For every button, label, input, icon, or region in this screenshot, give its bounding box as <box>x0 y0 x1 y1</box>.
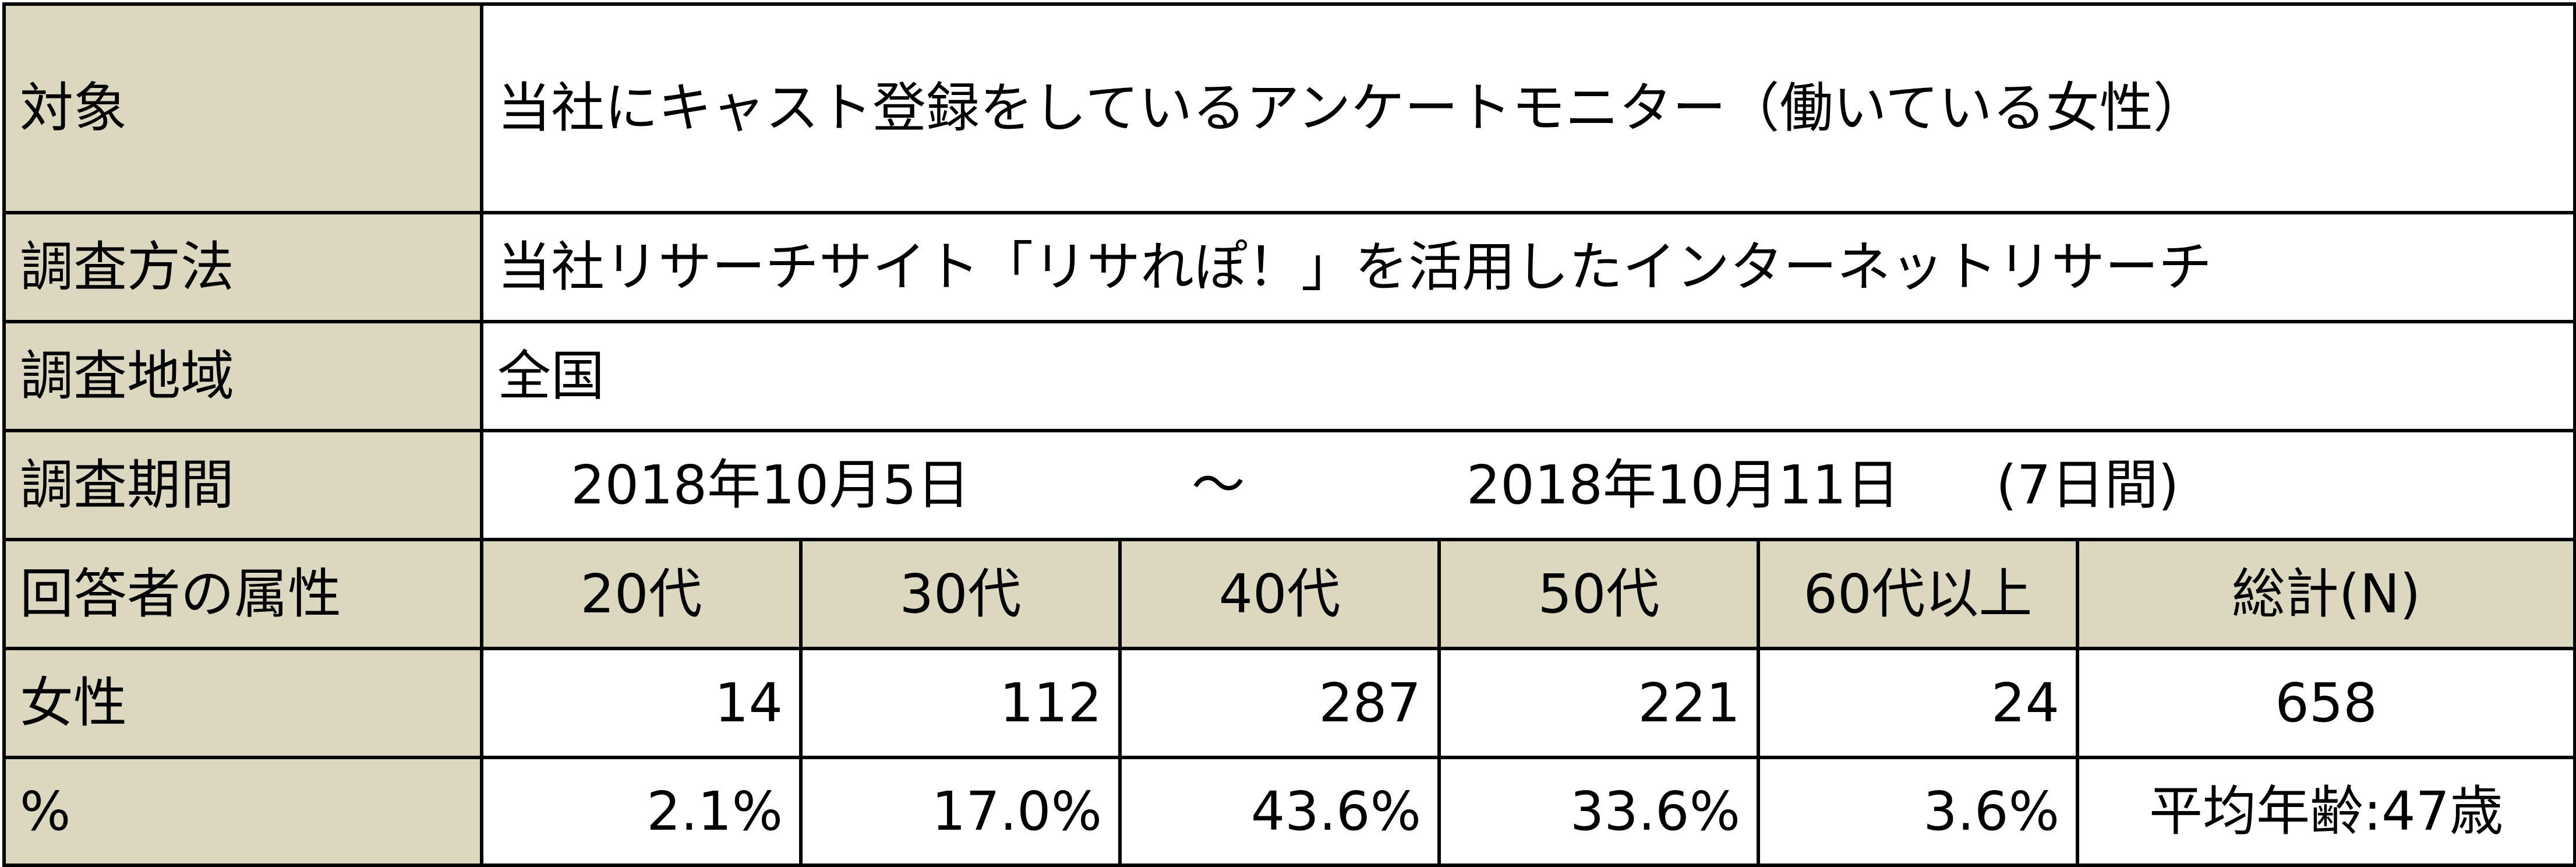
target-row: 対象 当社にキャスト登録をしているアンケートモニター（働いている女性） <box>2 2 2576 214</box>
target-value: 当社にキャスト登録をしているアンケートモニター（働いている女性） <box>479 2 2576 214</box>
column-header-50s: 50代 <box>1437 538 1760 650</box>
percent-50s: 33.6% <box>1437 756 1760 867</box>
female-count-row: 女性 14 112 287 221 24 658 <box>2 647 2576 759</box>
region-row: 調査地域 全国 <box>2 320 2576 432</box>
percent-20s: 2.1% <box>480 756 803 867</box>
period-container: 2018年10月5日 ～ 2018年10月11日 (7日間) <box>485 434 2571 536</box>
female-count-60s-plus: 24 <box>1757 647 2079 759</box>
female-count-40s: 287 <box>1118 647 1441 759</box>
female-count-total: 658 <box>2075 647 2576 759</box>
column-header-total: 総計(N) <box>2075 538 2576 650</box>
female-label: 女性 <box>2 647 483 759</box>
region-value: 全国 <box>479 320 2576 432</box>
column-header-40s: 40代 <box>1118 538 1441 650</box>
percent-30s: 17.0% <box>799 756 1122 867</box>
period-days: (7日間) <box>1996 453 2179 516</box>
percent-label: % <box>2 756 483 867</box>
female-count-20s: 14 <box>480 647 803 759</box>
period-label: 調査期間 <box>2 429 483 541</box>
column-header-30s: 30代 <box>799 538 1122 650</box>
period-value: 2018年10月5日 ～ 2018年10月11日 (7日間) <box>479 429 2576 541</box>
average-age: 平均年齢:47歳 <box>2075 756 2576 867</box>
period-end-date: 2018年10月11日 <box>1466 453 1900 516</box>
column-header-20s: 20代 <box>480 538 803 650</box>
region-label: 調査地域 <box>2 320 483 432</box>
method-label: 調査方法 <box>2 211 483 323</box>
period-separator: ～ <box>1191 453 1245 516</box>
column-header-60s-plus: 60代以上 <box>1757 538 2079 650</box>
percent-40s: 43.6% <box>1118 756 1441 867</box>
female-count-30s: 112 <box>799 647 1122 759</box>
percent-60s-plus: 3.6% <box>1757 756 2079 867</box>
attributes-header-row: 回答者の属性 20代 30代 40代 50代 60代以上 総計(N) <box>2 538 2576 650</box>
attributes-label: 回答者の属性 <box>2 538 483 650</box>
period-start-date: 2018年10月5日 <box>571 453 970 516</box>
method-row: 調査方法 当社リサーチサイト「リサれぽ！」を活用したインターネットリサーチ <box>2 211 2576 323</box>
method-value: 当社リサーチサイト「リサれぽ！」を活用したインターネットリサーチ <box>479 211 2576 323</box>
target-label: 対象 <box>2 2 483 214</box>
female-count-50s: 221 <box>1437 647 1760 759</box>
period-row: 調査期間 2018年10月5日 ～ 2018年10月11日 (7日間) <box>2 429 2576 541</box>
percent-row: % 2.1% 17.0% 43.6% 33.6% 3.6% 平均年齢:47歳 <box>2 756 2576 867</box>
